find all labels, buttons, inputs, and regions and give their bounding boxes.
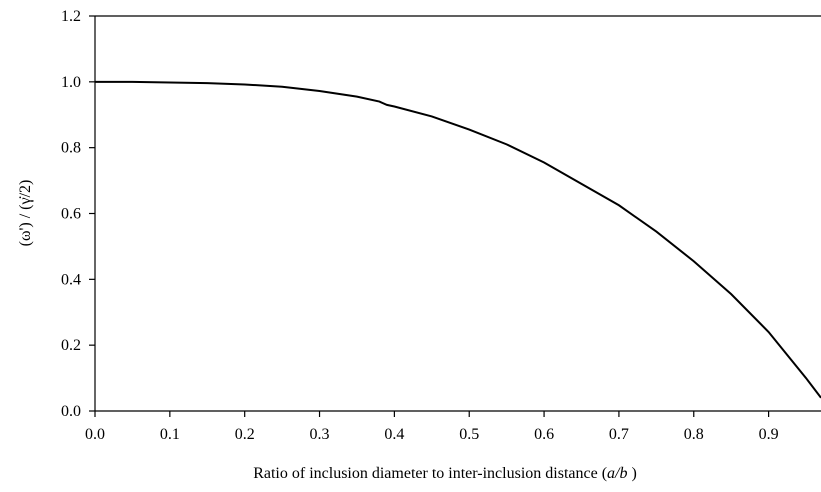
y-tick-label-5: 1.0: [61, 74, 81, 91]
plot-frame: [94, 15, 821, 412]
x-tick-label-0: 0.0: [85, 426, 105, 443]
x-axis-title-part-2: a/b: [607, 465, 627, 482]
series-line-0: [95, 80, 821, 399]
x-tick-label-4: 0.4: [384, 426, 404, 443]
x-tick-label-7: 0.7: [609, 426, 629, 443]
x-axis-title-part-1: Ratio of inclusion diameter to inter-inc…: [253, 465, 607, 482]
x-axis-ticks: 0.0 0.1 0.2 0.3 0.4 0.5 0.6 0.7 0.8 0.9: [85, 411, 779, 443]
x-axis-title: Ratio of inclusion diameter to inter-inc…: [253, 465, 637, 482]
series-group: [95, 80, 821, 399]
y-tick-label-6: 1.2: [61, 8, 81, 25]
x-tick-label-8: 0.8: [684, 426, 704, 443]
y-tick-label-0: 0.0: [61, 403, 81, 420]
x-tick-label-3: 0.3: [310, 426, 330, 443]
x-axis-title-part-3: ): [627, 465, 636, 482]
y-tick-label-2: 0.4: [61, 271, 81, 288]
y-axis-title: (ω') / (γ̇/2): [17, 180, 34, 247]
y-tick-label-4: 0.8: [61, 140, 81, 157]
x-tick-label-2: 0.2: [235, 426, 255, 443]
y-tick-label-3: 0.6: [61, 206, 81, 223]
x-tick-label-6: 0.6: [534, 426, 554, 443]
x-tick-label-5: 0.5: [459, 426, 479, 443]
x-tick-label-9: 0.9: [759, 426, 779, 443]
y-tick-label-1: 0.2: [61, 337, 81, 354]
x-tick-label-1: 0.1: [160, 426, 180, 443]
y-axis-ticks: 0.0 0.2 0.4 0.6 0.8 1.0 1.2: [61, 8, 95, 420]
